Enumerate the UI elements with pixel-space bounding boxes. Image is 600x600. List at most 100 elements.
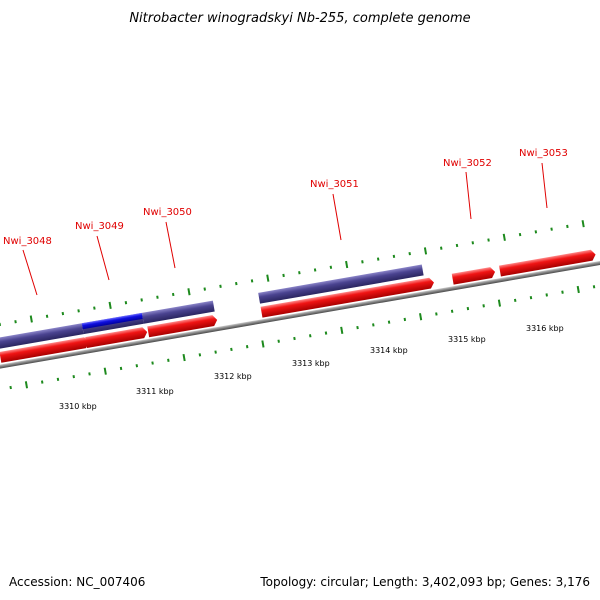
gene-nwi-3051-reverse[interactable]	[258, 264, 424, 304]
outer-major-tick	[502, 233, 506, 241]
inner-minor-tick	[592, 285, 596, 289]
inner-minor-tick	[198, 353, 202, 357]
gene-nwi-3052-forward[interactable]	[451, 266, 496, 285]
gene-nwi-3050-forward[interactable]	[147, 314, 218, 338]
scale-label-3314: 3314 kbp	[370, 346, 408, 355]
outer-minor-tick	[250, 279, 254, 283]
inner-minor-tick	[403, 317, 407, 322]
outer-minor-tick	[156, 295, 159, 299]
label-line-nwi-3051	[332, 193, 342, 241]
gene-nwi-3049-highlight[interactable]	[81, 312, 143, 330]
outer-minor-tick	[566, 224, 569, 229]
inner-minor-tick	[529, 296, 533, 300]
outer-major-tick	[581, 220, 585, 228]
inner-major-tick	[419, 313, 423, 321]
gene-nwi-3048-forward[interactable]	[0, 337, 90, 363]
label-line-nwi-3050	[165, 221, 176, 269]
scale-label-3315: 3315 kbp	[448, 335, 486, 344]
label-line-nwi-3052	[465, 171, 472, 220]
gene-label-nwi-3049[interactable]: Nwi_3049	[75, 221, 124, 232]
accession-text: Accession: NC_007406	[9, 575, 145, 589]
outer-minor-tick	[235, 281, 238, 286]
outer-minor-tick	[534, 230, 538, 234]
gene-label-nwi-3051[interactable]: Nwi_3051	[310, 179, 359, 190]
outer-minor-tick	[0, 322, 2, 327]
inner-minor-tick	[40, 380, 44, 384]
outer-minor-tick	[408, 252, 411, 256]
outer-minor-tick	[392, 254, 396, 259]
inner-minor-tick	[9, 385, 12, 390]
inner-minor-tick	[214, 350, 217, 354]
reverse-strand	[0, 264, 424, 349]
outer-major-tick	[345, 260, 349, 269]
gene-nwi-3050-reverse[interactable]	[141, 300, 215, 324]
inner-minor-tick	[435, 312, 438, 316]
inner-major-tick	[576, 285, 580, 294]
label-line-nwi-3053	[541, 162, 548, 209]
inner-minor-tick	[387, 320, 391, 324]
inner-minor-tick	[482, 304, 485, 308]
outer-minor-tick	[14, 320, 17, 324]
outer-minor-tick	[61, 311, 65, 316]
outer-minor-tick	[171, 292, 175, 297]
outer-minor-tick	[77, 309, 80, 313]
inner-minor-tick	[372, 323, 375, 327]
outer-major-tick	[187, 288, 191, 296]
gene-label-nwi-3050[interactable]: Nwi_3050	[143, 207, 192, 218]
outer-minor-tick	[329, 265, 333, 269]
inner-minor-tick	[245, 345, 249, 349]
inner-major-tick	[182, 353, 186, 362]
inner-minor-tick	[293, 336, 296, 341]
gene-label-nwi-3052[interactable]: Nwi_3052	[443, 158, 492, 169]
gene-label-nwi-3053[interactable]: Nwi_3053	[519, 148, 568, 159]
outer-minor-tick	[140, 298, 143, 302]
genome-summary-text: Topology: circular; Length: 3,402,093 bp…	[259, 575, 590, 589]
outer-minor-tick	[518, 232, 522, 237]
gene-labels: Nwi_3048 Nwi_3049 Nwi_3050 Nwi_3051 Nwi_…	[3, 148, 568, 247]
inner-minor-tick	[308, 334, 312, 338]
inner-minor-tick	[450, 309, 454, 313]
genome-backbone	[0, 257, 600, 371]
outer-major-tick	[266, 274, 270, 282]
outer-minor-tick	[219, 284, 222, 288]
gene-nwi-3049-forward[interactable]	[85, 327, 148, 348]
scale-label-3311: 3311 kbp	[136, 387, 174, 396]
inner-major-tick	[497, 299, 502, 307]
inner-minor-tick	[72, 374, 75, 379]
gene-label-lines	[22, 162, 548, 296]
inner-minor-tick	[356, 325, 359, 330]
outer-major-tick	[108, 301, 112, 310]
gene-nwi-3048-reverse[interactable]	[0, 323, 84, 349]
outer-minor-tick	[45, 314, 49, 318]
gene-nwi-3053-forward[interactable]	[499, 249, 596, 277]
label-line-nwi-3048	[22, 249, 38, 296]
inner-major-tick	[340, 326, 344, 334]
outer-minor-tick	[124, 301, 128, 305]
map-title: Nitrobacter winogradskyi Nb-255, complet…	[129, 11, 470, 26]
label-line-nwi-3049	[96, 235, 110, 281]
scale-label-3313: 3313 kbp	[292, 359, 330, 368]
scale-label-3316: 3316 kbp	[526, 324, 564, 333]
inner-major-tick	[261, 340, 265, 348]
outer-minor-tick	[282, 273, 285, 278]
inner-tick-row	[9, 285, 596, 390]
inner-minor-tick	[230, 347, 233, 352]
inner-minor-tick	[561, 290, 564, 294]
outer-minor-tick	[313, 268, 317, 272]
inner-minor-tick	[545, 293, 548, 297]
outer-minor-tick	[487, 238, 490, 242]
scale-label-3310: 3310 kbp	[59, 402, 97, 411]
scale-labels: 3310 kbp 3311 kbp 3312 kbp 3313 kbp 3314…	[59, 324, 564, 411]
inner-minor-tick	[277, 339, 280, 343]
inner-minor-tick	[513, 298, 517, 303]
gene-nwi-3051-forward[interactable]	[260, 277, 435, 318]
inner-minor-tick	[324, 331, 328, 335]
gene-label-nwi-3048[interactable]: Nwi_3048	[3, 236, 52, 247]
inner-minor-tick	[119, 366, 123, 371]
outer-minor-tick	[550, 227, 553, 231]
inner-minor-tick	[88, 372, 91, 376]
forward-strand	[0, 249, 596, 363]
inner-minor-tick	[56, 377, 60, 382]
outer-major-tick	[29, 315, 33, 323]
